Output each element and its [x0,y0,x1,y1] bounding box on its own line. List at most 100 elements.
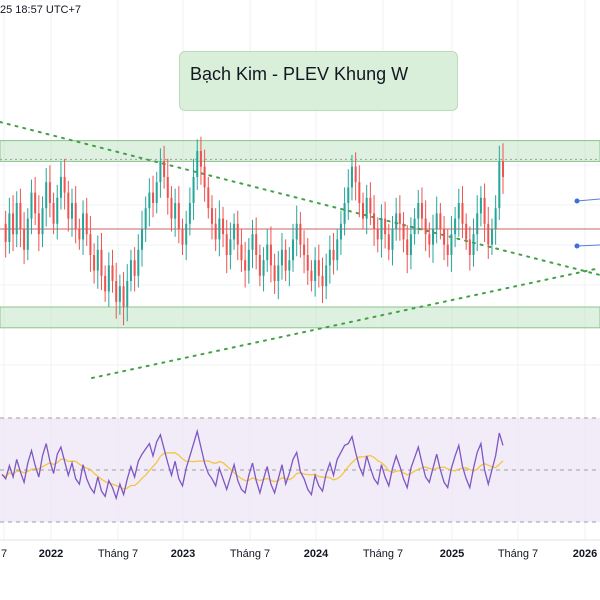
candle-body [115,281,118,302]
candle-body [369,197,372,214]
candle-body [148,192,151,209]
candle-body [435,213,438,229]
candle-body [133,260,136,276]
candle-body [63,177,66,193]
candle-body [129,260,132,281]
candle-body [295,223,298,240]
candle-body [487,223,490,245]
annotation-box[interactable]: Bạch Kim - PLEV Khung W [179,51,458,111]
candle-body [236,223,239,245]
candle-body [255,234,258,255]
candle-body [45,182,48,209]
candle-body [498,161,501,209]
candle-body [347,187,350,203]
candle-body [391,229,394,250]
candle-body [336,239,339,261]
candle-body [12,213,15,235]
marker-line-upper [576,198,600,202]
candle-body [428,234,431,245]
candle-body [387,234,390,250]
candle-body [159,161,162,183]
rsi-panel [0,417,600,523]
rsi-line [1,428,504,501]
candle-body [317,260,320,276]
candle-body [26,218,29,250]
candle-body [468,239,471,255]
candle-body [490,229,493,245]
candle-body [74,203,77,229]
candle-body [343,203,346,224]
x-axis-tick-label: 2024 [304,548,329,560]
candle-body [89,234,92,255]
candle-body [321,275,324,287]
marker-dot-upper [574,198,580,204]
candle-body [214,223,217,240]
candle-body [365,197,368,219]
candle-body [461,203,464,224]
candle-body [41,208,44,235]
candle-body [476,213,479,235]
candle-body [240,244,243,261]
candle-body [218,218,221,240]
candle-body [126,281,129,307]
candle-body [163,161,166,177]
candle-body [118,286,121,302]
candle-body [325,265,328,287]
candle-body [140,229,143,250]
candle-body [170,197,173,219]
candle-body [339,223,342,240]
candle-body [107,265,110,292]
candle-body [479,197,482,214]
candle-body [483,197,486,224]
candle-body [457,203,460,219]
candle-body [52,203,55,224]
candle-body [37,213,40,235]
candle-body [439,213,442,229]
candle-body [258,255,261,276]
candle-body [104,275,107,292]
candle-body [15,203,18,235]
candle-body [494,208,497,229]
candle-body [152,192,155,203]
price-zones [0,140,600,329]
candle-body [299,223,302,245]
candlestick-series [4,136,505,326]
candle-body [196,151,199,177]
candle-body [420,203,423,219]
candle-body [185,223,188,245]
candle-body [199,151,202,167]
candle-body [56,197,59,224]
candle-body [210,208,213,224]
candle-body [34,192,37,214]
candle-body [269,244,272,266]
candle-body [222,218,225,235]
candle-body [100,249,103,276]
candle-body [30,192,33,219]
candle-body [501,161,505,177]
candle-body [251,234,254,250]
x-axis-tick-label: 2025 [440,548,464,560]
candle-body [82,213,85,240]
candle-body [398,213,401,224]
marker-dot-lower [574,243,580,249]
candle-body [67,192,70,219]
candle-body [266,244,269,261]
candle-body [376,229,379,240]
candle-body [262,260,265,276]
candle-body [192,177,195,203]
candle-body [417,203,420,219]
candle-body [443,229,446,245]
time-axis: 7 2022 Tháng 7 2023 Tháng 7 2024 Tháng 7 2025 Th… [0,539,600,560]
candle-body [203,166,206,188]
candle-body [48,182,51,203]
candle-body [166,177,169,198]
candle-body [78,229,81,240]
candle-body [384,218,387,235]
x-axis-tick-label: 2023 [171,548,195,560]
x-axis-tick-label: 7 [1,548,7,560]
annotation-title: Bạch Kim - PLEV Khung W [190,64,409,84]
x-axis-tick-label: 2022 [39,548,63,560]
rsi-moving-average [1,452,504,490]
candle-body [431,229,435,245]
